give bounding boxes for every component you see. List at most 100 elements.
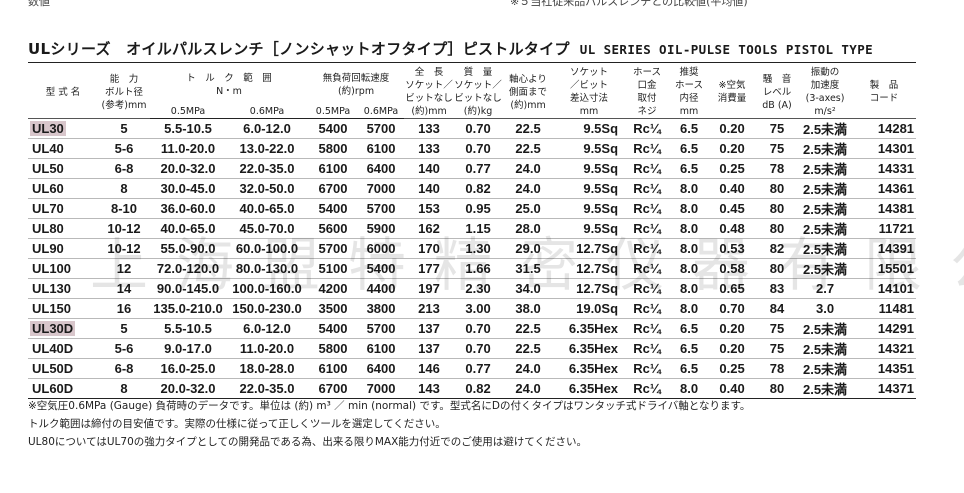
cell-model: UL130 xyxy=(28,279,98,299)
cell-code: 14301 xyxy=(877,141,915,156)
cell-speed-05: 6700 xyxy=(318,381,348,396)
model-name: UL100 xyxy=(32,261,72,276)
model-name: UL40 xyxy=(32,141,64,156)
section-title: ULシリーズ オイルパルスレンチ［ノンシャットオフタイプ］ピストルタイプ UL S… xyxy=(28,38,958,60)
cell-code: 14391 xyxy=(877,241,915,256)
cell-torque-06: 22.0-35.0 xyxy=(239,381,295,396)
cell-air: 0.45 xyxy=(719,201,745,216)
table-row: UL30D 5 5.5-10.5 6.0-12.0 5400 5700 137 0.70 22.… xyxy=(28,318,917,339)
cell-code: 11721 xyxy=(878,221,915,236)
cell-torque-06: 18.0-28.0 xyxy=(239,361,295,376)
header-air: ※空気 消費量 xyxy=(717,80,747,104)
cell-hose-id: 6.5 xyxy=(679,121,699,136)
cell-length: 170 xyxy=(418,241,440,256)
cell-vibration: 2.5未満 xyxy=(802,122,848,137)
cell-mass: 0.70 xyxy=(465,141,491,156)
cell-hose-port: Rc¼ xyxy=(633,181,661,196)
table-row: UL60 8 30.0-45.0 32.0-50.0 6700 7000 140 0.82 24… xyxy=(28,179,917,199)
cell-torque-05: 135.0-210.0 xyxy=(153,301,223,316)
cell-speed-06: 5700 xyxy=(366,321,396,336)
cell-axis: 34.0 xyxy=(515,281,541,296)
cell-code: 14331 xyxy=(877,161,915,176)
cell-air: 0.40 xyxy=(719,181,745,196)
cell-axis: 25.0 xyxy=(515,201,541,216)
footnote-1: ※空気圧0.6MPa (Gauge) 負荷時のデータです。単位は (約) m³ … xyxy=(28,400,751,412)
cell-mass: 0.82 xyxy=(465,381,491,396)
cell-mass: 3.00 xyxy=(465,301,491,316)
cell-model: UL70 xyxy=(28,199,98,219)
cell-noise: 80 xyxy=(769,201,785,216)
cell-length: 213 xyxy=(418,301,440,316)
cell-length: 143 xyxy=(418,381,440,396)
cell-mass: 0.82 xyxy=(465,181,491,196)
cell-hose-port: Rc¼ xyxy=(633,241,661,256)
title-rule xyxy=(28,62,916,63)
cell-axis: 38.0 xyxy=(515,301,541,316)
cell-capacity: 5-6 xyxy=(114,141,134,156)
cell-speed-05: 5400 xyxy=(318,121,348,136)
cell-code: 14371 xyxy=(877,381,915,396)
cell-noise: 84 xyxy=(769,301,785,316)
cell-speed-05: 5800 xyxy=(318,341,348,356)
cell-socket: 6.35Hex xyxy=(568,361,619,376)
cell-speed-06: 3800 xyxy=(366,301,396,316)
cut-top-line: 数値 ※５当社従来品パルスレンチとの比較値(平均値) xyxy=(0,0,964,8)
spec-table-body: UL30 5 5.5-10.5 6.0-12.0 5400 5700 133 0.70 22.5… xyxy=(28,118,917,399)
cell-speed-06: 6100 xyxy=(366,341,396,356)
cell-hose-port: Rc¼ xyxy=(633,141,661,156)
cell-noise: 80 xyxy=(769,221,785,236)
cell-vibration: 2.5未満 xyxy=(802,262,848,277)
cell-speed-06: 6400 xyxy=(366,361,396,376)
cell-torque-05: 36.0-60.0 xyxy=(160,201,216,216)
cell-capacity: 8-10 xyxy=(110,201,138,216)
cell-speed-05: 5100 xyxy=(318,261,348,276)
cell-torque-05: 30.0-45.0 xyxy=(160,181,216,196)
cell-hose-port: Rc¼ xyxy=(633,301,661,316)
cell-speed-06: 6000 xyxy=(366,241,396,256)
cell-axis: 22.5 xyxy=(515,321,541,336)
cell-capacity: 10-12 xyxy=(107,241,141,256)
header-code: 製 品コード xyxy=(869,80,899,104)
table-row: UL150 16 135.0-210.0 150.0-230.0 3500 3800 213… xyxy=(28,299,917,319)
cell-speed-05: 4200 xyxy=(318,281,348,296)
cell-torque-06: 80.0-130.0 xyxy=(235,261,299,276)
cell-model: UL40D xyxy=(28,339,98,359)
cell-length: 162 xyxy=(418,221,440,236)
cell-socket: 19.0Sq xyxy=(576,301,619,316)
cell-socket: 9.5Sq xyxy=(583,201,619,216)
header-mass: 質 量ソケット／ ビットなし (約)kg xyxy=(454,67,502,117)
title-english: UL SERIES OIL-PULSE TOOLS PISTOL TYPE xyxy=(579,42,874,57)
cell-speed-06: 7000 xyxy=(366,181,396,196)
cell-air: 0.20 xyxy=(719,121,745,136)
table-row: UL130 14 90.0-145.0 100.0-160.0 4200 4400 197 2… xyxy=(28,279,917,299)
cell-hose-port: Rc¼ xyxy=(633,321,661,336)
cell-model: UL80 xyxy=(28,219,98,239)
model-name: UL50D xyxy=(32,361,74,376)
table-row: UL40 5-6 11.0-20.0 13.0-22.0 5800 6100 133 0.70… xyxy=(28,139,917,159)
cell-air: 0.70 xyxy=(719,301,745,316)
cell-mass: 2.30 xyxy=(465,281,491,296)
cell-torque-06: 40.0-65.0 xyxy=(239,201,295,216)
table-row: UL80 10-12 40.0-65.0 45.0-70.0 5600 5900 162 1.… xyxy=(28,219,917,239)
cell-length: 177 xyxy=(418,261,440,276)
header-torque-06: 0.6MPa xyxy=(226,104,309,119)
cell-air: 0.20 xyxy=(719,141,745,156)
cell-speed-05: 5400 xyxy=(318,321,348,336)
cell-code: 15501 xyxy=(877,261,915,276)
model-name: UL70 xyxy=(32,201,64,216)
cell-length: 146 xyxy=(418,361,440,376)
cell-speed-06: 5900 xyxy=(366,221,396,236)
cell-torque-05: 9.0-17.0 xyxy=(164,341,212,356)
model-name: UL80 xyxy=(32,221,64,236)
cell-speed-05: 3500 xyxy=(318,301,348,316)
cell-air: 0.20 xyxy=(719,321,745,336)
cut-top-left-text: 数値 xyxy=(28,0,50,8)
table-row: UL90 10-12 55.0-90.0 60.0-100.0 5700 6000 170 1… xyxy=(28,239,917,259)
cell-hose-id: 8.0 xyxy=(679,281,699,296)
cell-socket: 12.7Sq xyxy=(576,261,619,276)
cell-noise: 80 xyxy=(769,181,785,196)
cell-capacity: 5 xyxy=(120,321,128,336)
cell-torque-06: 13.0-22.0 xyxy=(239,141,295,156)
cell-hose-id: 8.0 xyxy=(679,261,699,276)
cell-hose-id: 8.0 xyxy=(679,181,699,196)
